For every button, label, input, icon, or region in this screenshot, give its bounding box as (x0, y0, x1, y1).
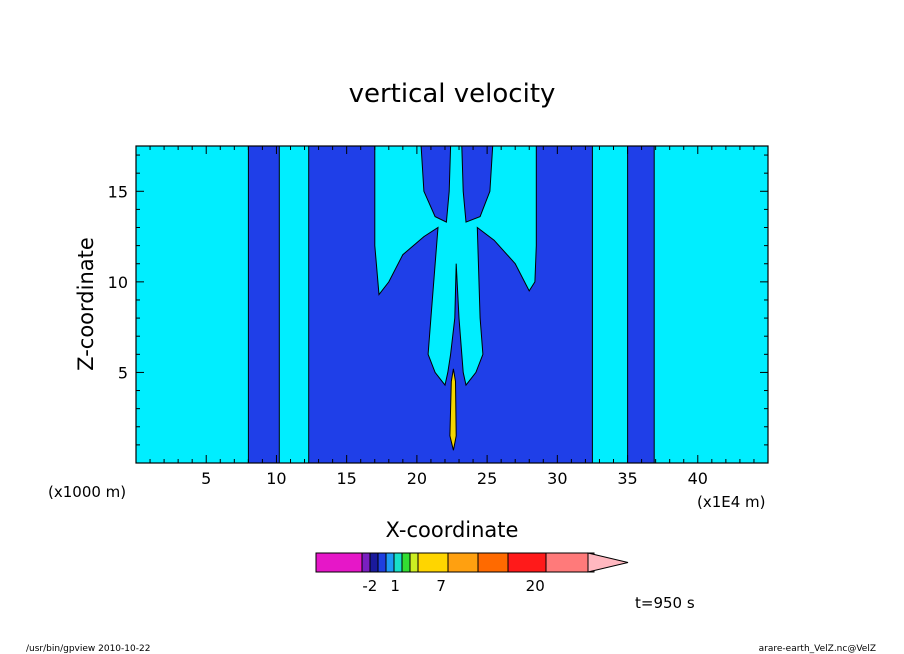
x-tick-label: 25 (477, 469, 497, 488)
colorbar-segment (545, 552, 595, 573)
y-tick-labels: 5 10 15 (108, 182, 128, 382)
colorbar-segment (361, 552, 371, 573)
x-tick-labels: 5 10 15 20 25 30 35 40 (201, 469, 708, 488)
y-axis-label: Z-coordinate (74, 237, 98, 371)
colorbar-segment (315, 552, 363, 573)
x-tick-label: 40 (688, 469, 708, 488)
x-tick-label: 5 (201, 469, 211, 488)
contour-field (136, 145, 768, 464)
colorbar-segment (401, 552, 411, 573)
x-axis-label: X-coordinate (386, 518, 519, 542)
colorbar-segment (507, 552, 547, 573)
colorbar-segment (377, 552, 387, 573)
chart-title: vertical velocity (349, 79, 556, 109)
x-tick-label: 10 (266, 469, 286, 488)
x-tick-label: 20 (407, 469, 427, 488)
colorbar-label: -2 (362, 577, 377, 595)
time-label: t=950 s (635, 594, 695, 612)
colorbar-label: 7 (436, 577, 446, 595)
x-unit-right: (x1E4 m) (697, 493, 766, 511)
colorbar-segment (369, 552, 379, 573)
colorbar (315, 552, 629, 573)
footer-right: arare-earth_VelZ.nc@VelZ (759, 644, 876, 654)
plot-frame (135, 145, 769, 464)
y-tick-label: 15 (108, 182, 128, 201)
colorbar-segment (393, 552, 403, 573)
colorbar-segment (447, 552, 479, 573)
y-tick-label: 5 (118, 363, 128, 382)
contour-region-cyan-5 (591, 145, 629, 464)
footer-left: /usr/bin/gpview 2010-10-22 (26, 644, 150, 654)
contour-region-cyan-2 (374, 145, 537, 387)
colorbar-label: 1 (390, 577, 400, 595)
x-unit-left: (x1000 m) (48, 483, 126, 501)
x-tick-label: 30 (547, 469, 567, 488)
y-tick-label: 10 (108, 273, 128, 292)
colorbar-labels: -2 1 7 20 (362, 577, 544, 595)
contour-region-cyan-1 (278, 145, 310, 464)
colorbar-segment (477, 552, 509, 573)
colorbar-arrow (587, 552, 629, 573)
colorbar-segment (385, 552, 395, 573)
colorbar-label: 20 (526, 577, 545, 595)
colorbar-segment (417, 552, 449, 573)
x-tick-label: 15 (336, 469, 356, 488)
contour-region-yellow-6 (449, 368, 457, 451)
axes (135, 145, 769, 464)
x-tick-label: 35 (617, 469, 637, 488)
colorbar-segment (409, 552, 419, 573)
